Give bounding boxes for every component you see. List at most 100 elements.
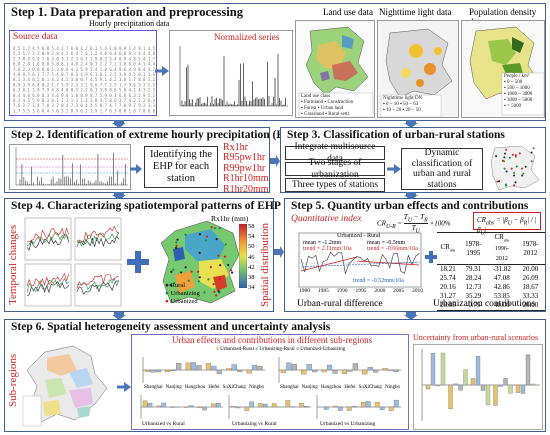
subregion-bar (161, 402, 166, 408)
source-row: 2.7 8.9 9.8 7.6 5.0 3.3 2.3 6.7 2.9 0.3 … (13, 56, 155, 61)
station-dot (513, 171, 516, 174)
map-station-dot (204, 239, 208, 242)
contribution-table: CRabs 1978-1995 CRabs 1996-2012 1978-2012… (437, 231, 545, 312)
subregion-bar (347, 369, 353, 372)
region-label: Shanghai (144, 385, 163, 390)
ehp-index: R1hr10mm (223, 173, 269, 185)
map-station-dot (215, 237, 218, 241)
subregion-bar (360, 402, 366, 408)
arrow-step4-to-6 (112, 312, 126, 320)
map-station-dot (209, 265, 212, 269)
station-dot (513, 174, 516, 177)
source-row: 1.7 5.5 3.6 0.4 3.0 5.2 0.9 6.2 2.9 2.7 … (13, 108, 155, 113)
caption-urbanizing-rural: Urbanizing vs Rural (232, 421, 277, 427)
landuse-label: Land use data (323, 7, 373, 17)
subregion-bar (257, 366, 263, 371)
temporal-panel (24, 263, 72, 307)
table-row: 25.74 28.24 47.08 26.09 (440, 274, 539, 283)
source-row: 8.9 3.9 8.4 0.2 1.7 5.9 2.3 3.1 9.6 7.7 … (13, 82, 155, 87)
normalized-series-box: Normalized series (169, 30, 293, 116)
table-head-cell: CRabs (437, 231, 459, 266)
subregion-bar (165, 369, 171, 373)
map-station-dot (175, 241, 178, 244)
subregion-chart-legend: ■ Urbanized-Rural ■ Urbanizing-Rural ■ U… (216, 347, 346, 352)
temporal-charts (24, 217, 122, 307)
temporal-line (76, 274, 119, 289)
map-station-dot (217, 254, 220, 257)
subregion-bar (230, 405, 236, 408)
normalized-series-chart (179, 46, 288, 107)
map-station-dot (223, 255, 226, 258)
temporal-line (76, 235, 120, 247)
subregion-effects-label: Urban effects and contributions in diffe… (172, 335, 373, 345)
ehp-index: R99pw1hr (223, 162, 266, 174)
plus-sign-step4 (127, 251, 149, 273)
hourly-precip-label: Hourly precipitation data (89, 19, 170, 28)
table-head-cell: CRabs 1996-2012 (487, 231, 516, 266)
subregion-bar (226, 368, 232, 371)
map-station-dot (198, 251, 201, 254)
nightlight-legend: Nighttime light DN ▪ 0 ~ 10 ▪ 50 ~ 63 ▪ 10… (383, 96, 423, 113)
subregion-bar (285, 400, 291, 408)
ehp-map-title: Rx1hr (mm) (211, 214, 249, 223)
source-row: 7.6 2.7 1.4 7.0 3.2 0.4 7.3 0.4 4.5 0.7 … (13, 103, 155, 108)
temporal-line (27, 227, 70, 242)
subregion-bar (170, 406, 175, 408)
step2-panel: Step 2. Identification of extreme hourly… (4, 127, 304, 195)
subregion-bar (393, 369, 399, 373)
station-dot (513, 184, 516, 187)
subregion-bar (306, 364, 312, 371)
ehp-index: R95pw1hr (223, 152, 266, 164)
map-station-dot (219, 264, 222, 267)
map-station-dot (210, 226, 213, 229)
subregion-bar (216, 402, 221, 408)
chart-label-urbanized-rural: Urbanized - Rural (337, 233, 381, 239)
caption-urbanized-urbanizing: Urbanized vs Urbanizing (320, 421, 376, 427)
subregion-bar (351, 405, 357, 408)
step4-title: Step 4. Characterizing spatiotemporal pa… (11, 200, 281, 212)
ehp-index-list: Rx1hr R95pw1hr R99pw1hr R1hr10mm R1hr20m… (223, 142, 269, 195)
station-legend: ● Rural ● Urbanizing ● Urbanized (165, 282, 200, 306)
arrow-step3-inner (387, 164, 401, 174)
subregion-bar (352, 363, 358, 371)
uncertainty-bar (435, 384, 441, 387)
subregion-bar (301, 369, 307, 375)
uncertainty-bar (525, 354, 531, 386)
uncertainty-chart (413, 344, 543, 430)
station-dot (514, 154, 517, 157)
temporal-line (26, 280, 70, 297)
urban-rural-chart: Urbanized - Rural mean = -1.2mm trend = … (289, 231, 423, 297)
map-station-dot (173, 282, 176, 285)
subregion-bar (382, 368, 388, 371)
subregion-bar (170, 369, 176, 371)
table-row: 31.27 35.29 53.85 33.33 (440, 292, 539, 301)
region-label: SuXiChang (222, 385, 246, 390)
map-station-dot (207, 278, 210, 281)
station-dot (496, 180, 499, 183)
temporal-line (76, 277, 120, 291)
arrow-step3-to-5 (404, 192, 418, 200)
subregion-bar (280, 369, 287, 373)
subregion-bar (142, 400, 148, 408)
table-head-cell: 1978-1995 (458, 231, 488, 266)
source-data-label: Source data (13, 32, 58, 42)
map-station-dot (203, 291, 206, 294)
region-labels-top-right: Shanghai Nanjing Hangzhou Hefei SuXiChan… (280, 385, 400, 390)
subregion-bar (346, 406, 352, 411)
station-dot (532, 147, 535, 150)
year-axis: 1980 1985 1990 1995 2000 2005 2010 (299, 288, 423, 294)
arrow-step5-to-6 (404, 312, 418, 320)
region-label: Nanjing (301, 385, 318, 390)
subregion-bar (379, 406, 385, 410)
subregion-bar (373, 369, 379, 373)
subregion-bar (244, 406, 250, 411)
landuse-map: Land use class ▪ Farmland ▪ Construction ▪… (295, 20, 375, 118)
subregion-bar (176, 362, 182, 371)
map-station-dot (218, 227, 221, 230)
map-station-dot (205, 235, 209, 238)
temporal-panel (24, 217, 72, 261)
colorbar-tick: 42 (248, 263, 255, 271)
region-label: Shanghai (280, 385, 299, 390)
map-station-dot (198, 276, 201, 279)
temporal-line (76, 231, 120, 248)
